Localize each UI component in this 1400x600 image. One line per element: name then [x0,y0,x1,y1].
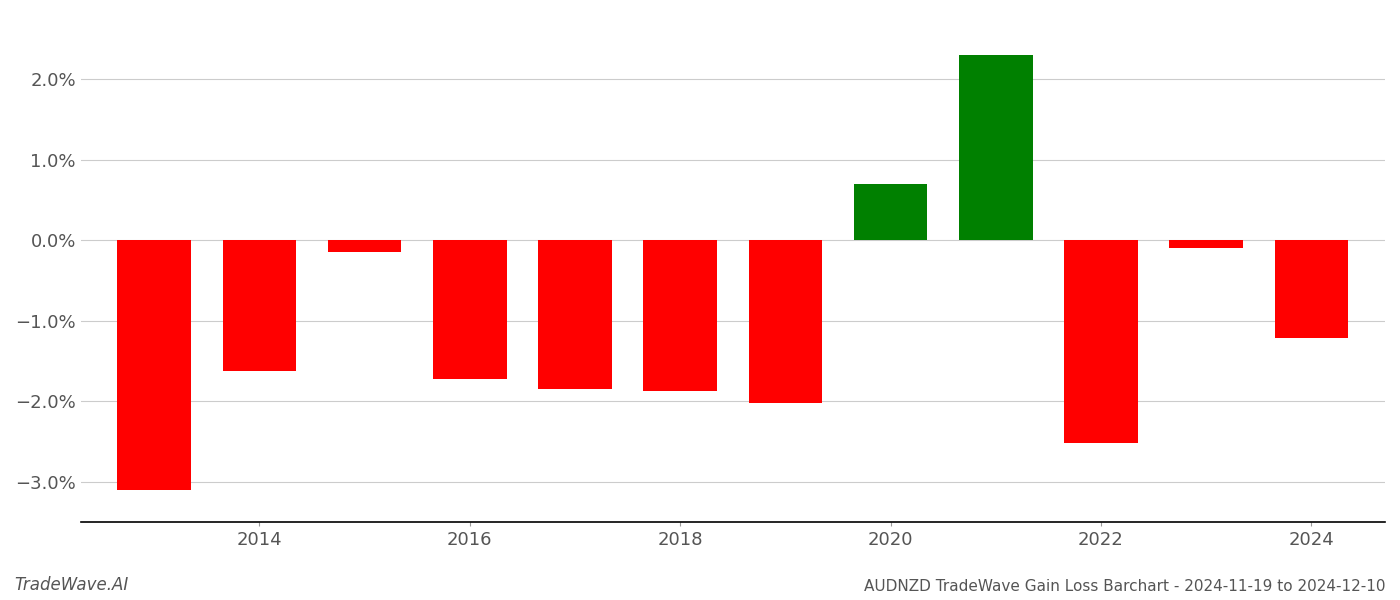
Bar [118,241,190,490]
Text: AUDNZD TradeWave Gain Loss Barchart - 2024-11-19 to 2024-12-10: AUDNZD TradeWave Gain Loss Barchart - 20… [865,579,1386,594]
Bar [1274,241,1348,338]
Bar [223,241,297,371]
Bar [1169,241,1243,248]
Bar [328,241,402,253]
Bar [538,241,612,389]
Text: TradeWave.AI: TradeWave.AI [14,576,129,594]
Bar [433,241,507,379]
Bar [749,241,822,403]
Bar [854,184,927,241]
Bar [644,241,717,391]
Bar [959,55,1033,241]
Bar [1064,241,1138,443]
